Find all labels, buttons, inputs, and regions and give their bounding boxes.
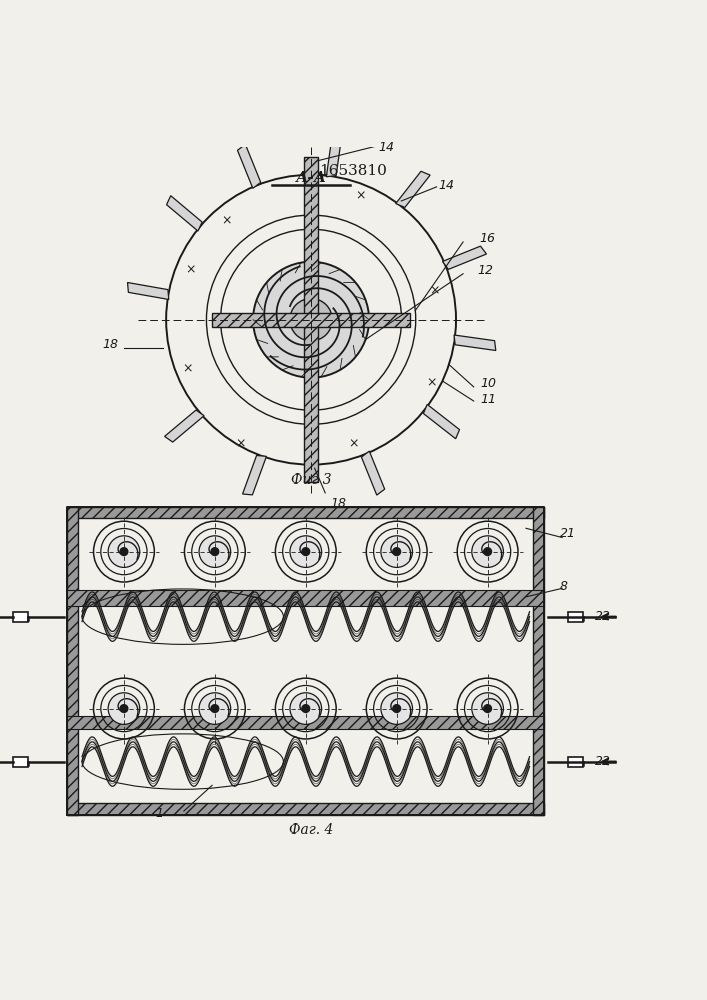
Bar xyxy=(67,507,78,815)
Circle shape xyxy=(484,705,491,712)
Polygon shape xyxy=(165,410,204,442)
Text: 22: 22 xyxy=(595,755,612,768)
Text: ×: × xyxy=(356,189,366,202)
Text: ×: × xyxy=(221,214,231,227)
Text: ×: × xyxy=(186,264,196,277)
Circle shape xyxy=(393,548,401,555)
Polygon shape xyxy=(243,455,267,495)
Text: 8: 8 xyxy=(560,580,568,593)
Bar xyxy=(67,716,544,729)
Text: 22: 22 xyxy=(595,610,612,623)
Circle shape xyxy=(381,693,412,724)
Text: 18: 18 xyxy=(103,338,119,351)
Circle shape xyxy=(393,705,401,712)
Polygon shape xyxy=(127,282,169,299)
Circle shape xyxy=(199,693,230,724)
Bar xyxy=(568,612,583,622)
Polygon shape xyxy=(443,246,486,269)
Text: ×: × xyxy=(349,437,358,450)
Text: ×: × xyxy=(235,437,245,450)
Bar xyxy=(304,157,318,482)
Circle shape xyxy=(484,548,491,555)
Polygon shape xyxy=(167,196,202,231)
Circle shape xyxy=(120,705,128,712)
Bar xyxy=(212,313,410,327)
Circle shape xyxy=(108,693,140,724)
Text: А-А: А-А xyxy=(296,171,327,185)
Circle shape xyxy=(290,536,322,567)
Text: ×: × xyxy=(430,285,440,298)
Bar xyxy=(67,507,544,518)
Circle shape xyxy=(307,315,315,324)
Text: Фаг. 4: Фаг. 4 xyxy=(289,823,333,837)
Circle shape xyxy=(381,536,412,567)
Text: 14: 14 xyxy=(378,141,395,154)
Polygon shape xyxy=(396,171,430,207)
Circle shape xyxy=(290,299,332,341)
Circle shape xyxy=(199,536,230,567)
Text: 14: 14 xyxy=(438,179,454,192)
Text: 16: 16 xyxy=(479,232,496,245)
Text: ×: × xyxy=(182,363,192,376)
Circle shape xyxy=(302,705,310,712)
Polygon shape xyxy=(423,404,460,439)
Circle shape xyxy=(253,262,369,378)
Circle shape xyxy=(108,536,140,567)
Circle shape xyxy=(211,705,218,712)
Text: 12: 12 xyxy=(477,264,493,277)
Circle shape xyxy=(120,548,128,555)
Circle shape xyxy=(290,693,322,724)
Text: ×: × xyxy=(426,377,436,390)
Text: 21: 21 xyxy=(560,527,576,540)
Polygon shape xyxy=(454,335,496,351)
Text: 18: 18 xyxy=(331,497,347,510)
Bar xyxy=(67,803,544,815)
Text: 1653810: 1653810 xyxy=(320,164,387,178)
Circle shape xyxy=(302,548,310,555)
Polygon shape xyxy=(327,135,342,177)
Circle shape xyxy=(211,548,218,555)
Bar xyxy=(13,757,28,767)
Bar xyxy=(13,612,28,622)
Text: Фиг 3: Фиг 3 xyxy=(291,473,332,487)
Bar xyxy=(533,507,544,815)
Circle shape xyxy=(472,536,503,567)
Text: 10: 10 xyxy=(481,377,497,390)
Text: 1: 1 xyxy=(156,807,163,820)
Circle shape xyxy=(472,693,503,724)
Polygon shape xyxy=(238,144,261,188)
Bar xyxy=(568,757,583,767)
Polygon shape xyxy=(361,451,385,495)
Text: 11: 11 xyxy=(481,393,497,406)
Bar xyxy=(67,590,544,606)
